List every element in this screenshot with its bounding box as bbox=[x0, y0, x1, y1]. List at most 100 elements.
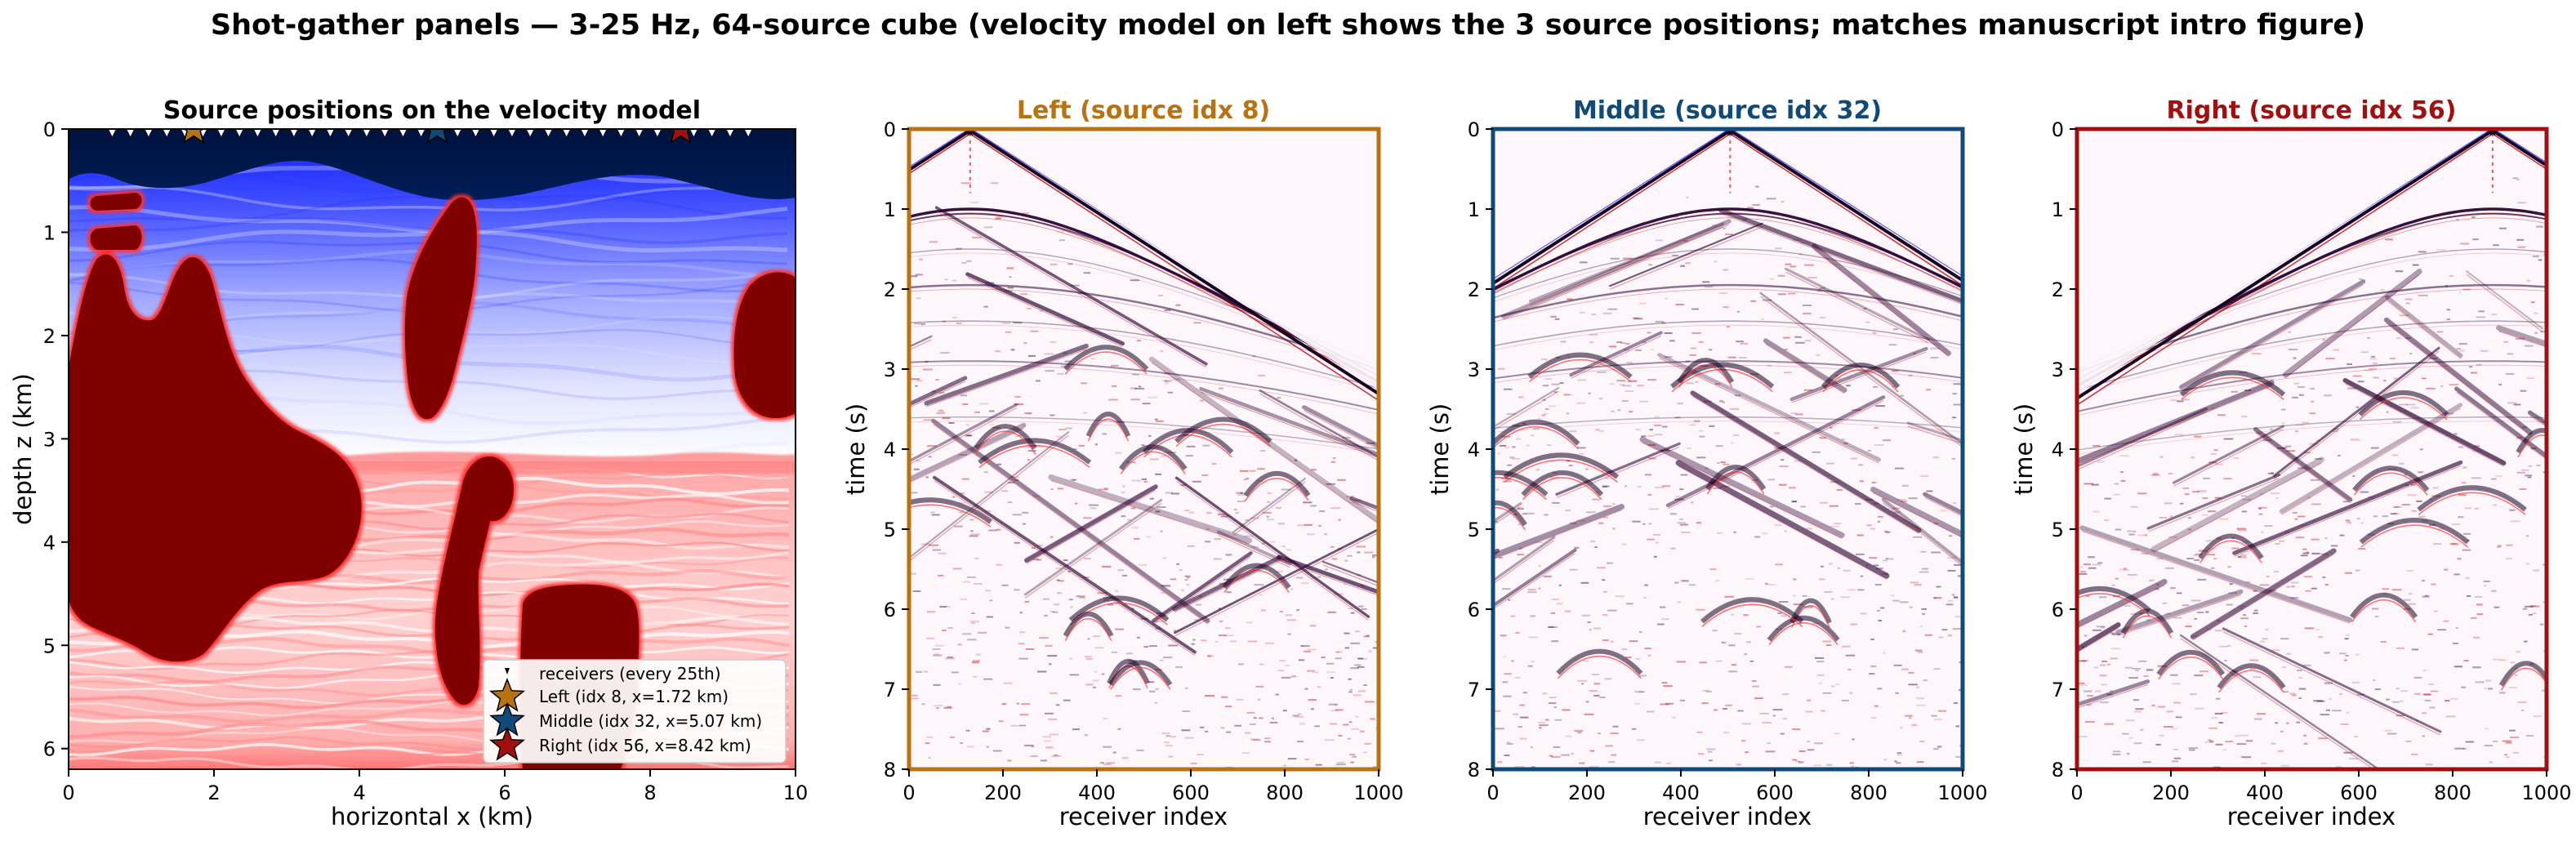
noise-speckle bbox=[1577, 732, 1582, 734]
noise-speckle bbox=[2190, 456, 2195, 459]
noise-speckle bbox=[1595, 429, 1600, 431]
noise-speckle bbox=[2385, 698, 2391, 701]
noise-speckle bbox=[2240, 756, 2244, 758]
noise-speckle bbox=[965, 424, 969, 426]
noise-speckle bbox=[2240, 617, 2248, 620]
noise-speckle bbox=[2237, 555, 2241, 558]
noise-speckle bbox=[2236, 743, 2247, 746]
noise-speckle bbox=[919, 258, 923, 260]
noise-speckle bbox=[1545, 719, 1549, 721]
noise-speckle bbox=[1725, 234, 1733, 235]
noise-speckle bbox=[2395, 270, 2404, 273]
noise-speckle bbox=[1822, 692, 1832, 694]
noise-speckle bbox=[1901, 501, 1907, 503]
noise-speckle bbox=[1044, 740, 1052, 742]
noise-speckle bbox=[1699, 435, 1705, 438]
noise-speckle bbox=[1027, 450, 1036, 452]
noise-speckle bbox=[1622, 385, 1632, 387]
noise-speckle bbox=[2372, 608, 2379, 610]
noise-speckle bbox=[1304, 523, 1313, 526]
noise-speckle bbox=[2297, 467, 2308, 470]
noise-speckle bbox=[1025, 648, 1035, 650]
noise-speckle bbox=[1558, 584, 1562, 586]
noise-speckle bbox=[1784, 349, 1788, 350]
noise-speckle bbox=[983, 226, 993, 229]
noise-speckle bbox=[2445, 412, 2454, 415]
noise-speckle bbox=[1598, 398, 1602, 400]
salt-reflection bbox=[2352, 465, 2430, 492]
y-tick-label: 1 bbox=[2052, 198, 2064, 221]
noise-speckle bbox=[1344, 559, 1348, 562]
noise-speckle bbox=[1767, 364, 1772, 367]
noise-speckle bbox=[2300, 554, 2308, 557]
noise-speckle bbox=[1326, 662, 1335, 665]
noise-speckle bbox=[2443, 620, 2449, 622]
noise-speckle bbox=[1679, 488, 1684, 491]
noise-speckle bbox=[1789, 265, 1796, 268]
noise-speckle bbox=[2284, 445, 2292, 447]
noise-speckle bbox=[1202, 444, 1210, 447]
noise-speckle bbox=[1759, 712, 1769, 715]
noise-speckle bbox=[2542, 689, 2547, 692]
noise-speckle bbox=[946, 606, 951, 608]
noise-speckle bbox=[1200, 726, 1205, 728]
noise-speckle bbox=[2133, 699, 2139, 701]
noise-speckle bbox=[1106, 762, 1116, 764]
y-tick-label: 0 bbox=[884, 118, 896, 141]
noise-speckle bbox=[2214, 496, 2222, 499]
receiver-marker bbox=[527, 130, 534, 136]
diffracted-event bbox=[931, 418, 1210, 623]
salt-reflection bbox=[1556, 648, 1643, 675]
noise-speckle bbox=[1112, 385, 1117, 387]
noise-speckle bbox=[2223, 478, 2232, 480]
salt-reflection bbox=[1107, 658, 1150, 684]
noise-speckle bbox=[1938, 636, 1944, 639]
noise-speckle bbox=[1653, 424, 1662, 426]
noise-speckle bbox=[2458, 292, 2462, 294]
salt-reflection-phase bbox=[1768, 622, 1838, 646]
noise-speckle bbox=[2091, 483, 2099, 486]
noise-speckle bbox=[1775, 563, 1783, 566]
noise-speckle bbox=[2242, 756, 2252, 759]
noise-speckle bbox=[2536, 464, 2541, 466]
noise-speckle bbox=[1344, 583, 1347, 586]
noise-speckle bbox=[1709, 349, 1713, 351]
diffracted-event bbox=[2385, 295, 2463, 358]
noise-speckle bbox=[1311, 469, 1317, 471]
noise-speckle bbox=[1317, 524, 1322, 527]
noise-speckle bbox=[1146, 536, 1151, 538]
noise-speckle bbox=[1070, 284, 1080, 287]
noise-speckle bbox=[910, 275, 918, 278]
noise-speckle bbox=[2302, 552, 2310, 554]
noise-speckle bbox=[973, 582, 983, 585]
noise-speckle bbox=[1689, 354, 1696, 356]
noise-speckle bbox=[1845, 654, 1856, 657]
noise-speckle bbox=[1543, 399, 1546, 401]
noise-speckle bbox=[1953, 502, 1956, 504]
noise-speckle bbox=[1569, 430, 1577, 433]
noise-speckle bbox=[1335, 709, 1344, 711]
noise-speckle bbox=[1348, 691, 1353, 693]
noise-speckle bbox=[1574, 729, 1584, 732]
noise-speckle bbox=[1767, 584, 1776, 586]
noise-speckle bbox=[920, 543, 930, 545]
noise-speckle bbox=[2532, 612, 2537, 615]
noise-speckle bbox=[2098, 596, 2107, 599]
y-tick-label: 2 bbox=[2052, 278, 2064, 301]
legend-receivers-label: receivers (every 25th) bbox=[539, 664, 721, 683]
noise-speckle bbox=[1669, 340, 1675, 342]
reflection-event-phase bbox=[909, 324, 1379, 393]
noise-speckle bbox=[1010, 349, 1015, 351]
noise-speckle bbox=[1530, 615, 1535, 617]
noise-speckle bbox=[1099, 488, 1108, 491]
reflection-event-phase bbox=[1493, 324, 1963, 351]
noise-speckle bbox=[1930, 347, 1940, 350]
noise-speckle bbox=[2498, 384, 2502, 385]
salt-reflection bbox=[2358, 390, 2449, 416]
noise-speckle bbox=[1357, 666, 1365, 668]
x-tick-label: 800 bbox=[1850, 781, 1887, 804]
noise-speckle bbox=[1597, 732, 1601, 735]
noise-speckle bbox=[947, 656, 953, 658]
noise-speckle bbox=[2310, 479, 2320, 481]
noise-speckle bbox=[1226, 731, 1232, 733]
